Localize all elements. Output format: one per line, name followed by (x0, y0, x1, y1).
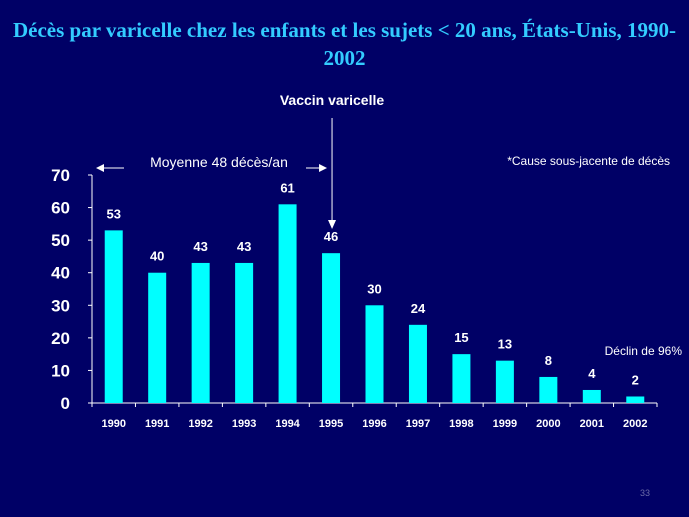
x-tick-label: 1991 (145, 418, 169, 430)
data-label-1990: 53 (106, 206, 120, 221)
x-tick-label: 1996 (362, 418, 386, 430)
data-label-1994: 61 (280, 180, 294, 195)
average-arrow-left-head (96, 164, 104, 172)
x-tick-label: 1990 (101, 418, 125, 430)
x-tick-label: 1993 (232, 418, 256, 430)
bar-1999 (495, 360, 514, 403)
bar-2002 (626, 396, 645, 403)
data-label-1997: 24 (411, 301, 426, 316)
x-tick-label: 1999 (493, 418, 517, 430)
data-label-1992: 43 (193, 239, 207, 254)
decline-annotation: Déclin de 96% (604, 344, 682, 358)
bar-1992 (191, 262, 210, 403)
average-annotation: Moyenne 48 décès/an (150, 154, 288, 170)
bar-1998 (452, 354, 471, 403)
slide-number: 33 (639, 488, 650, 498)
y-tick-label: 0 (61, 394, 70, 413)
y-tick-label: 50 (51, 231, 70, 250)
bar-1995 (322, 253, 341, 403)
cause-footnote: *Cause sous-jacente de décès (507, 154, 670, 168)
chart-title: Décès par varicelle chez les enfants et … (12, 18, 677, 70)
chart-axes: 0 10 20 30 40 50 60 70 1990 1991 1992 1993 1994 1995 1… (51, 166, 658, 430)
data-label-1993: 43 (237, 239, 251, 254)
chart-annotation-arrows (96, 118, 337, 229)
x-tick-label: 2002 (623, 418, 647, 430)
data-label-2001: 4 (588, 366, 596, 381)
bar-1991 (148, 272, 167, 403)
bar-1993 (235, 262, 254, 403)
vaccine-annotation: Vaccin varicelle (279, 92, 385, 108)
bar-2001 (582, 389, 601, 403)
data-label-1995: 46 (324, 229, 338, 244)
x-tick-label: 1995 (319, 418, 343, 430)
x-tick-label: 1992 (188, 418, 212, 430)
chart-bars (104, 204, 645, 403)
y-tick-label: 10 (51, 361, 70, 380)
x-tick-label: 1994 (275, 418, 300, 430)
vaccine-arrow-head (328, 220, 337, 229)
y-tick-label: 40 (51, 264, 70, 283)
y-tick-label: 30 (51, 296, 70, 315)
y-tick-label: 70 (51, 166, 70, 185)
y-tick-label: 20 (51, 329, 70, 348)
data-label-1996: 30 (367, 281, 381, 296)
bar-1990 (104, 230, 123, 403)
x-tick-label: 2001 (580, 418, 604, 430)
bar-2000 (539, 376, 558, 403)
chart-data-labels: 53 40 43 43 61 46 30 24 15 13 8 4 2 (106, 180, 638, 387)
bar-1994 (278, 204, 297, 403)
data-label-1999: 13 (498, 337, 512, 352)
x-tick-label: 1997 (406, 418, 430, 430)
data-label-1991: 40 (150, 249, 164, 264)
average-arrow-right-head (319, 164, 328, 172)
data-label-1998: 15 (454, 330, 468, 345)
x-tick-label: 1998 (449, 418, 473, 430)
data-label-2000: 8 (545, 353, 552, 368)
x-tick-label: 2000 (536, 418, 560, 430)
bar-1997 (408, 324, 427, 403)
data-label-2002: 2 (632, 372, 639, 387)
y-tick-label: 60 (51, 199, 70, 218)
bar-1996 (365, 305, 384, 403)
